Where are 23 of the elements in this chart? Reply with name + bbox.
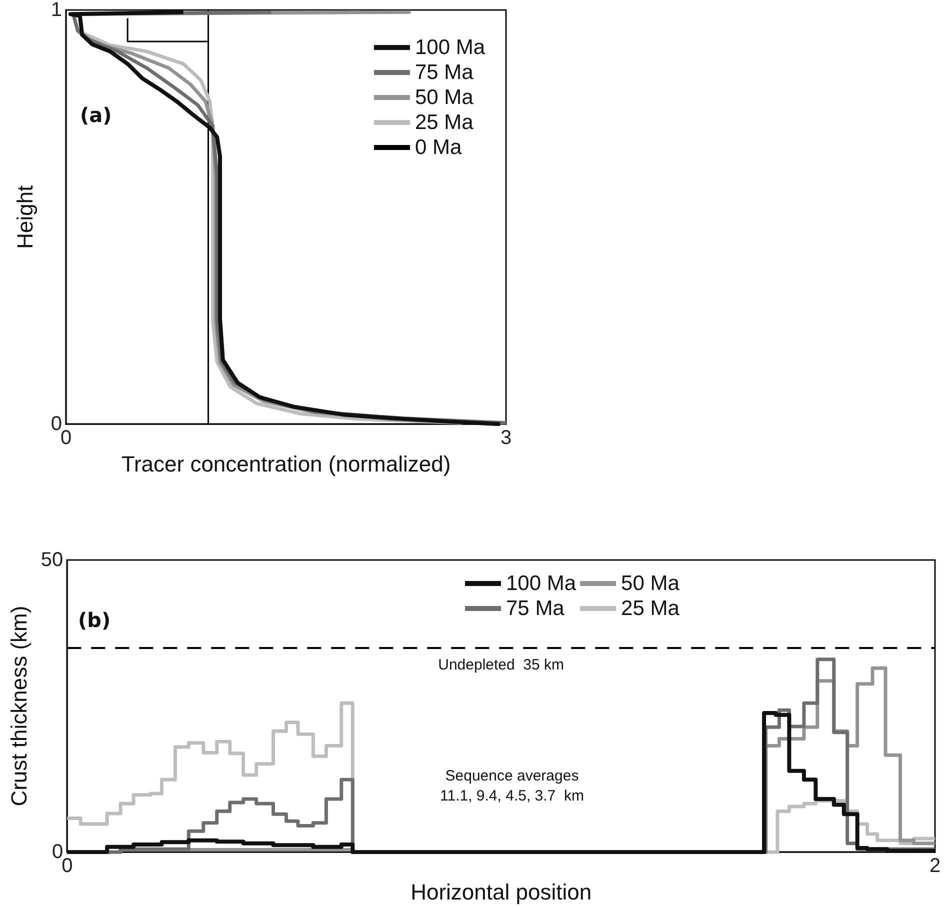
x-axis-title: Tracer concentration (normalized) bbox=[121, 452, 451, 476]
y-axis-title: Height bbox=[12, 185, 38, 249]
legend-label: 100 Ma bbox=[506, 572, 576, 595]
legend-label: 25 Ma bbox=[414, 111, 474, 134]
legend-label: 50 Ma bbox=[621, 572, 680, 595]
y-tick-label: 0 bbox=[52, 841, 64, 864]
ref-line-label: Undepleted 35 km bbox=[438, 656, 564, 674]
y-tick-label: 1 bbox=[50, 0, 62, 21]
x-tick-label: 3 bbox=[500, 427, 512, 450]
y-tick-label: 0 bbox=[50, 413, 62, 436]
annotation: Sequence averages 11.1, 9.4, 4.5, 3.7 km bbox=[440, 768, 584, 804]
legend-label: 0 Ma bbox=[414, 136, 462, 159]
y-axis-title: Crust thickness (km) bbox=[6, 606, 32, 806]
legend-label: 75 Ma bbox=[414, 61, 474, 84]
legend-label: 50 Ma bbox=[414, 86, 474, 109]
x-tick-label: 2 bbox=[929, 855, 941, 878]
annotation: (a) bbox=[80, 103, 112, 127]
annotation: (b) bbox=[78, 608, 111, 632]
legend-label: 25 Ma bbox=[621, 597, 680, 620]
legend-label: 100 Ma bbox=[414, 36, 486, 59]
legend-label: 75 Ma bbox=[506, 597, 565, 620]
y-tick-label: 50 bbox=[40, 549, 64, 571]
x-axis-title: Horizontal position bbox=[410, 880, 592, 904]
